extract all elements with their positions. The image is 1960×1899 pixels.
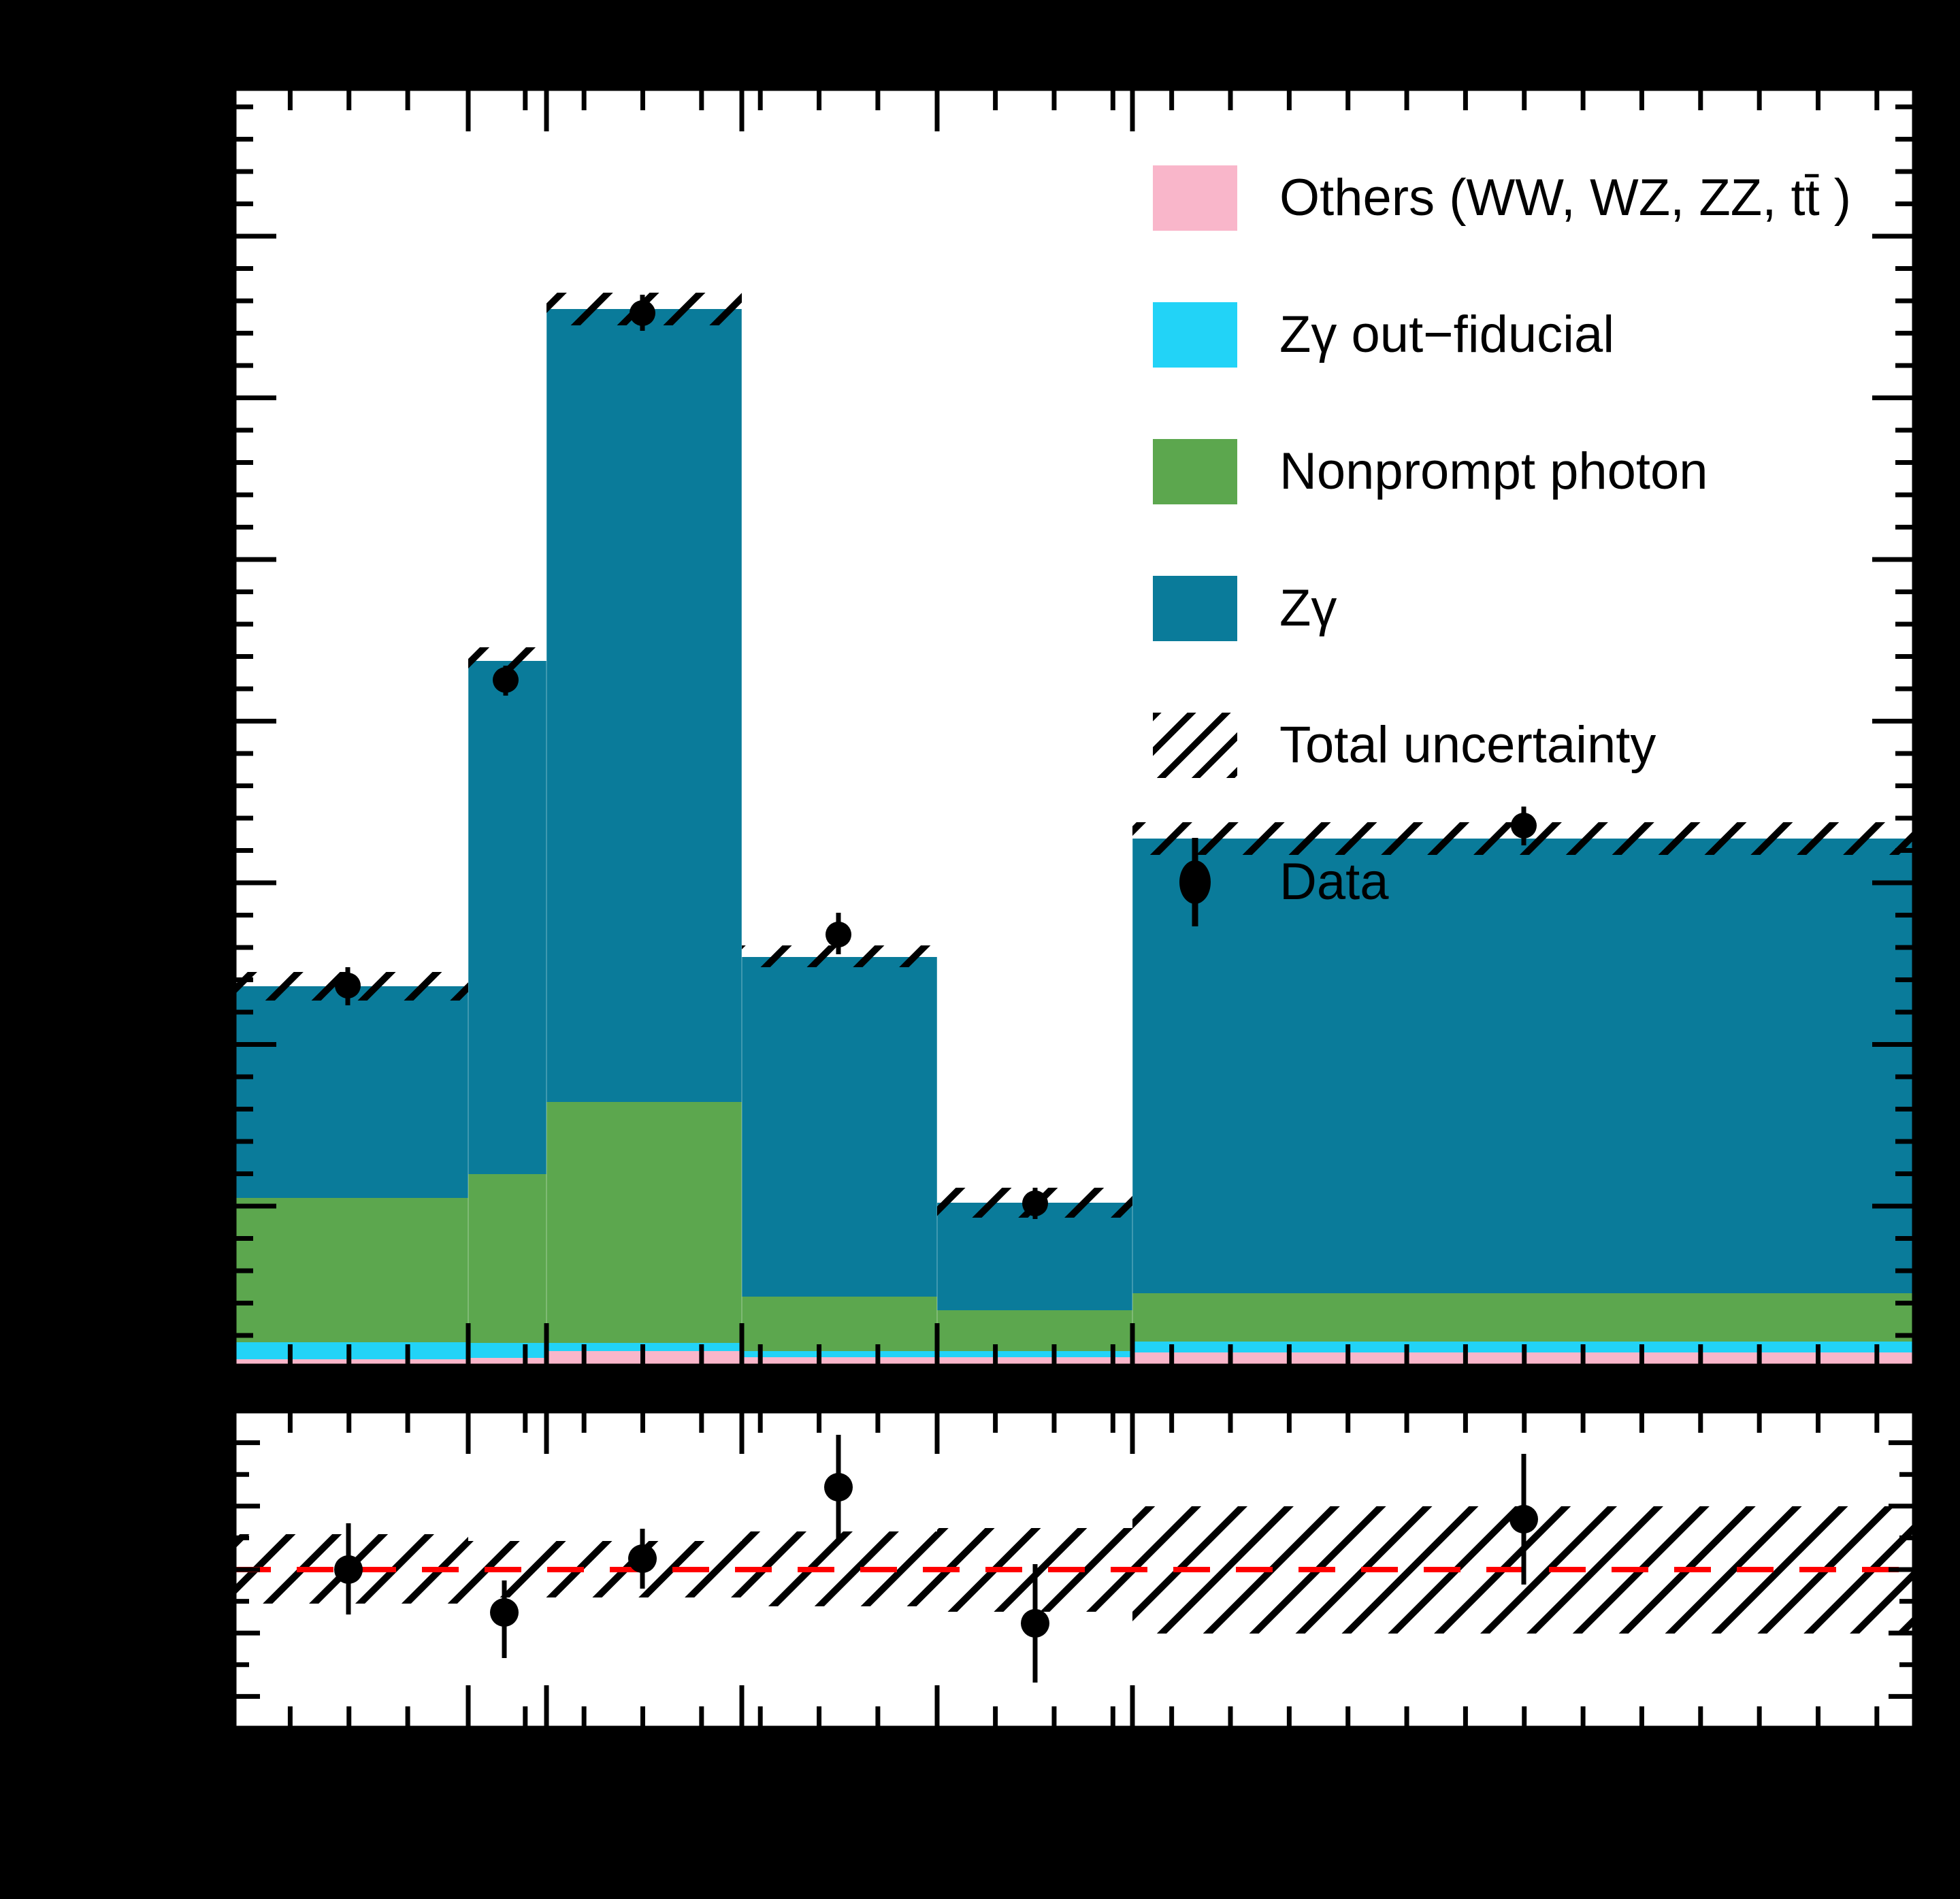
legend-label-nonprompt: Nonprompt photon bbox=[1279, 442, 1708, 500]
legend-label-zgamma: Zγ bbox=[1279, 579, 1337, 637]
total-uncertainty-swatch bbox=[1153, 712, 1237, 778]
legend-row-nonprompt: Nonprompt photon bbox=[1130, 403, 1851, 540]
zgamma-swatch bbox=[1153, 575, 1237, 641]
others-swatch bbox=[1153, 165, 1237, 231]
zgamma-outfiducial-swatch bbox=[1153, 302, 1237, 368]
data-marker-icon bbox=[1153, 834, 1237, 930]
nonprompt-swatch bbox=[1153, 438, 1237, 504]
legend-row-others: Others (WW, WZ, ZZ, tt̄ ) bbox=[1130, 129, 1851, 266]
legend-row-data: Data bbox=[1130, 813, 1851, 950]
legend: Others (WW, WZ, ZZ, tt̄ ) Zγ out−fiducia… bbox=[1130, 129, 1851, 950]
legend-row-zgamma-outfiducial: Zγ out−fiducial bbox=[1130, 266, 1851, 403]
legend-row-uncertainty: Total uncertainty bbox=[1130, 677, 1851, 813]
legend-row-zgamma: Zγ bbox=[1130, 540, 1851, 677]
legend-label-data: Data bbox=[1279, 852, 1389, 911]
legend-label-zgamma-outfiducial: Zγ out−fiducial bbox=[1279, 305, 1615, 363]
legend-label-uncertainty: Total uncertainty bbox=[1279, 715, 1656, 774]
legend-label-others: Others (WW, WZ, ZZ, tt̄ ) bbox=[1279, 168, 1852, 227]
